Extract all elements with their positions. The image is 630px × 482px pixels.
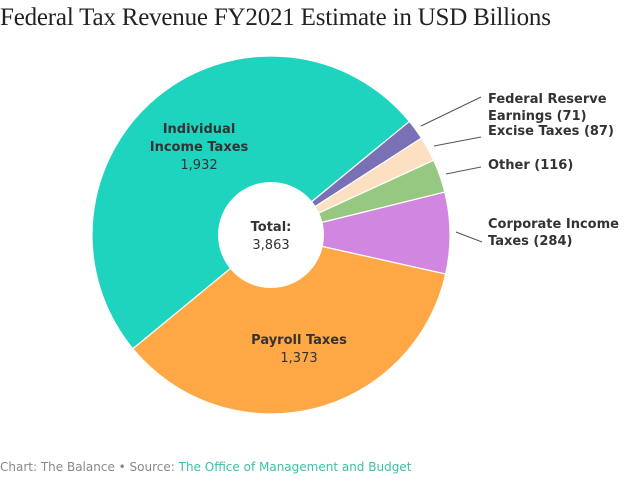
source-prefix: Source:	[129, 460, 179, 474]
slice-label-individual-income-taxes: Individual	[163, 122, 236, 137]
leader-line-federal-reserve-earnings	[420, 96, 482, 127]
leader-lines-group	[420, 96, 483, 243]
chart-footer: Chart: The Balance • Source: The Office …	[0, 460, 411, 474]
leader-line-corporate-income-taxes	[455, 231, 483, 243]
footer-separator: •	[114, 460, 130, 474]
center-total-label: Total:	[251, 220, 292, 235]
slice-label-other: Other (116)	[488, 158, 573, 173]
slice-label-corporate-income-taxes: Corporate Income	[488, 217, 619, 232]
slice-label-excise-taxes: Excise Taxes (87)	[488, 124, 614, 139]
labels-group: Federal Reserve Earnings (71)Excise Taxes…	[150, 92, 619, 366]
leader-line-excise-taxes	[433, 136, 482, 147]
chart-credit: Chart: The Balance	[0, 460, 115, 474]
slice-payroll-taxes[interactable]	[131, 234, 447, 415]
center-total-value: 3,863	[252, 238, 289, 253]
slice-label-payroll-taxes: Payroll Taxes	[251, 333, 347, 348]
leader-line-other	[445, 166, 482, 175]
slice-label-federal-reserve-earnings: Earnings (71)	[488, 109, 587, 124]
slice-value-individual-income-taxes: 1,932	[180, 158, 217, 173]
slice-value-payroll-taxes: 1,373	[280, 351, 317, 366]
source-link[interactable]: The Office of Management and Budget	[178, 460, 412, 474]
chart-title: Federal Tax Revenue FY2021 Estimate in U…	[0, 4, 551, 31]
slice-label-individual-income-taxes: Income Taxes	[150, 140, 249, 155]
donut-hole	[218, 182, 324, 288]
slice-label-corporate-income-taxes: Taxes (284)	[488, 234, 572, 249]
slice-label-federal-reserve-earnings: Federal Reserve	[488, 92, 607, 107]
